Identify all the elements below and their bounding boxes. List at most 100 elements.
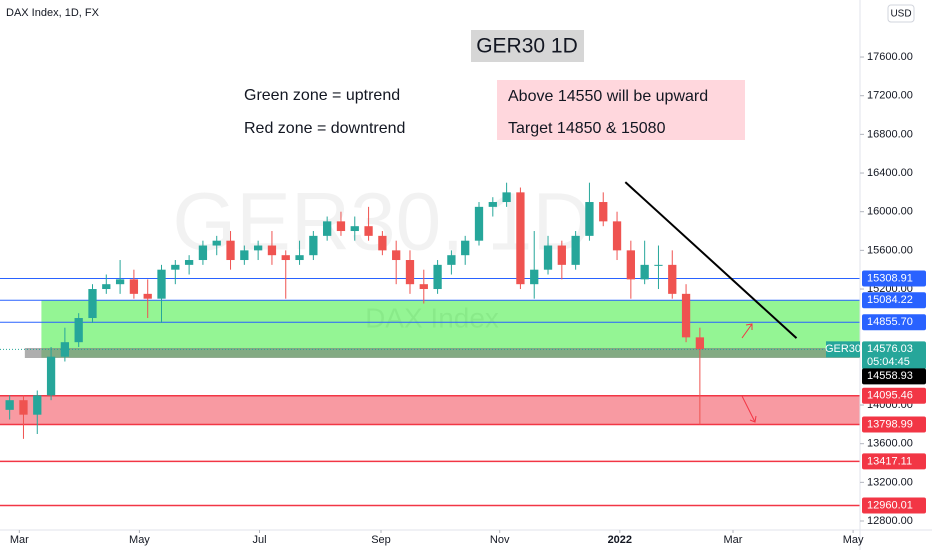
candle-body	[5, 400, 14, 410]
y-tick-label: 12800.00	[867, 515, 913, 527]
candle-body	[240, 250, 249, 261]
candle-body	[571, 235, 580, 265]
plot	[0, 181, 860, 507]
candle-body	[461, 240, 470, 256]
x-tick-label: Sep	[371, 534, 391, 546]
target-box	[497, 80, 745, 140]
y-tick-label: 16400.00	[867, 167, 913, 179]
arrows	[741, 323, 757, 423]
candle-body	[543, 245, 553, 270]
level-label-box	[862, 497, 926, 514]
target-note: Target 14850 & 15080	[508, 120, 666, 137]
level-label-box	[862, 416, 926, 433]
arrow-down	[741, 395, 757, 423]
level-label: 15308.91	[867, 272, 913, 284]
candle-body	[433, 264, 442, 290]
candle-body	[115, 279, 125, 285]
candle-body	[267, 245, 277, 256]
candle-body	[626, 250, 635, 280]
note: Red zone = downtrend	[244, 120, 405, 137]
candle-body	[516, 192, 525, 285]
headline-box	[471, 30, 584, 62]
candle-body	[364, 226, 373, 236]
candle-body	[198, 245, 208, 261]
level-label-box	[862, 314, 926, 331]
candle-body	[184, 260, 194, 265]
trendline	[624, 181, 798, 339]
candle-body	[502, 192, 511, 203]
candle-body	[323, 221, 332, 236]
candle-body	[419, 284, 428, 290]
y-tick-label: 15600.00	[867, 244, 913, 256]
candle-body	[447, 255, 456, 265]
price-axis: 12800.0013200.0013600.0014000.0015200.00…	[825, 51, 926, 527]
level-label-box	[862, 270, 926, 287]
candle-body	[585, 202, 594, 236]
y-tick-label: 13200.00	[867, 476, 913, 488]
candle-body	[392, 250, 401, 261]
candle-body	[695, 337, 705, 350]
level-label: 14855.70	[867, 316, 913, 328]
x-tick-label: Mar	[724, 534, 743, 546]
y-tick-label: 17200.00	[867, 90, 913, 102]
y-tick-label: 16800.00	[867, 128, 913, 140]
candle-body	[281, 255, 290, 261]
level-label: 15084.22	[867, 294, 913, 306]
candle-body	[378, 235, 387, 251]
candle-body	[474, 206, 484, 241]
currency-box[interactable]	[887, 4, 915, 23]
headline: GER30 1D	[476, 35, 578, 58]
y-tick-label: 13600.00	[867, 438, 913, 450]
x-tick-label: Jul	[252, 534, 266, 546]
support-band	[24, 347, 860, 358]
candle-body	[309, 235, 318, 256]
candle-body	[102, 284, 111, 290]
last-price-box	[862, 341, 926, 370]
chart-title: DAX Index, 1D, FX	[6, 7, 100, 19]
zone	[0, 395, 860, 425]
level-label: 14095.46	[867, 390, 913, 402]
y-tick-label: 16000.00	[867, 206, 913, 218]
candle-body	[33, 395, 42, 415]
level-label: 13798.99	[867, 418, 913, 430]
candle-body	[295, 255, 304, 261]
candle-body	[654, 264, 663, 266]
note: Green zone = uptrend	[244, 87, 400, 104]
candle-body	[488, 202, 497, 207]
candle-body	[336, 221, 346, 232]
target-note: Above 14550 will be upward	[508, 88, 708, 105]
watermark-sub: DAX Index	[365, 302, 499, 333]
candle-body	[46, 356, 56, 396]
arrow-up	[741, 323, 753, 339]
symbol-label: GER30	[825, 343, 861, 355]
candle-body	[157, 269, 166, 299]
x-tick-label: Mar	[10, 534, 29, 546]
candle-body	[171, 264, 180, 270]
support-label: 14558.93	[867, 370, 913, 382]
support-label-box	[862, 368, 926, 385]
candle-body	[88, 289, 97, 319]
level-label: 13417.11	[867, 455, 912, 467]
level-label-box	[862, 292, 926, 309]
candle-body	[668, 264, 677, 294]
level-label: 12960.01	[867, 499, 913, 511]
countdown: 05:04:45	[867, 356, 910, 368]
last-price-label: 14576.03	[867, 343, 913, 355]
candle-body	[640, 264, 649, 280]
candle-body	[405, 260, 415, 285]
candle-body	[143, 293, 152, 299]
x-tick-label: May	[843, 534, 864, 546]
candle-body	[350, 226, 359, 232]
candle-body	[19, 400, 28, 415]
candle-body	[612, 221, 622, 251]
x-tick-label: Nov	[490, 534, 510, 546]
candle-body	[129, 279, 139, 294]
candle-body	[681, 293, 691, 338]
candle-body	[60, 342, 70, 357]
level-label-box	[862, 453, 926, 470]
candle-body	[599, 202, 608, 222]
symbol-box	[826, 341, 860, 358]
currency[interactable]: USD	[890, 9, 911, 20]
